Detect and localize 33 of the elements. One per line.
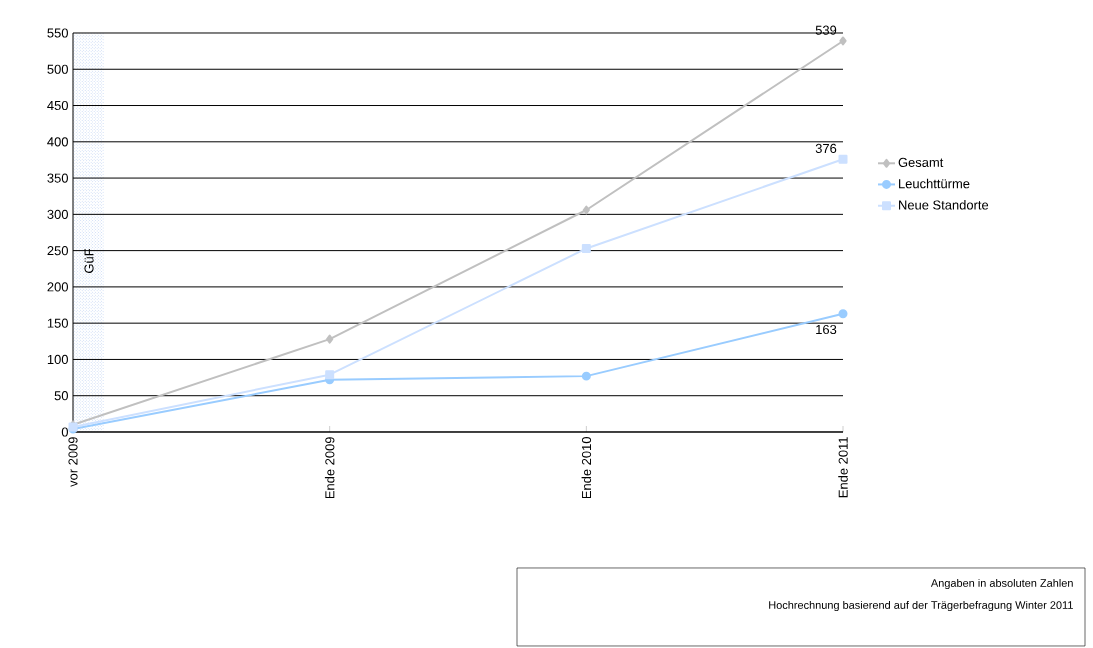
point xyxy=(838,154,848,164)
y-tick-label: 150 xyxy=(47,318,68,328)
point xyxy=(326,334,334,344)
point xyxy=(581,243,591,253)
y-tick-label: 300 xyxy=(47,209,68,219)
y-tick-label: 250 xyxy=(47,246,68,256)
data-label: 376 xyxy=(815,143,837,154)
text: Angaben in absoluten Zahlen xyxy=(930,578,1073,590)
y-tick-label: 200 xyxy=(47,282,68,292)
y-tick-label: 400 xyxy=(47,137,68,147)
data-label: 539 xyxy=(815,25,837,35)
point xyxy=(838,309,848,319)
y-tick-label: 500 xyxy=(47,64,68,74)
x-tick-label: Ende 2009 xyxy=(324,437,335,499)
text: Hochrechnung basierend auf der Trägerbefragung Winter 2011 xyxy=(769,600,1073,612)
annotation: GüF xyxy=(84,248,94,273)
y-tick-label: 0 xyxy=(61,427,68,437)
y-tick-label: 50 xyxy=(54,391,68,401)
point xyxy=(325,370,335,380)
x-tick-label: Ende 2010 xyxy=(581,437,592,499)
data-label: 163 xyxy=(816,324,837,335)
y-tick-label: 450 xyxy=(47,100,68,111)
point xyxy=(839,36,847,46)
legend-label: Neue Standorte xyxy=(899,200,989,210)
x-tick-label: Ende 2011 xyxy=(838,437,848,498)
y-tick-label: 100 xyxy=(47,354,68,365)
point xyxy=(582,205,590,215)
legend-label: Gesamt xyxy=(898,157,944,167)
legend-label: Leuchttürme xyxy=(899,178,970,189)
point xyxy=(581,371,591,381)
y-tick-label: 350 xyxy=(47,173,68,183)
y-tick-label: 550 xyxy=(47,28,68,38)
x-tick-label: vor 2009 xyxy=(68,437,78,487)
